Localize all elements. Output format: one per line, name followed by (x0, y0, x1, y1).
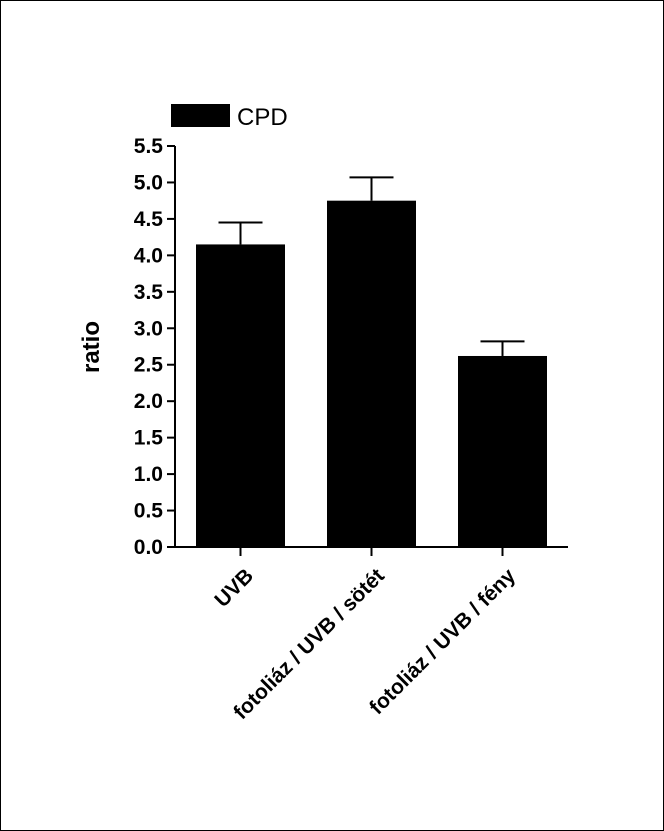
bar-2 (458, 355, 547, 547)
y-tick-label-11: 5.5 (134, 135, 164, 158)
legend: CPD (171, 104, 288, 131)
y-tick-label-5: 2.5 (134, 354, 164, 377)
y-tick-label-6: 3.0 (134, 317, 163, 340)
bar-1 (327, 200, 416, 547)
x-tick-label-1: fotoliáz / UVB / sötét (229, 564, 389, 724)
y-tick-label-4: 2.0 (134, 390, 163, 413)
bar-0 (196, 244, 285, 547)
y-tick-label-8: 4.0 (134, 244, 163, 267)
legend-label: CPD (237, 104, 288, 131)
y-tick-label-1: 0.5 (134, 500, 164, 523)
y-axis: 0.0 0.5 1.0 1.5 2.0 2.5 3.0 3.5 4.0 4.5 5.0 5.5 (134, 135, 176, 559)
y-tick-label-3: 1.5 (134, 427, 164, 450)
y-axis-title: ratio (78, 321, 105, 373)
y-tick-label-0: 0.0 (134, 536, 163, 559)
bars (196, 200, 547, 547)
y-tick-label-7: 3.5 (134, 281, 164, 304)
x-tick-label-2: fotoliáz / UVB / fény (365, 564, 520, 719)
y-tick-label-2: 1.0 (134, 463, 163, 486)
y-tick-label-9: 4.5 (134, 208, 164, 231)
error-bars (218, 176, 525, 356)
y-tick-label-10: 5.0 (134, 171, 163, 194)
x-tick-label-0: UVB (210, 564, 258, 612)
legend-swatch (171, 104, 230, 127)
